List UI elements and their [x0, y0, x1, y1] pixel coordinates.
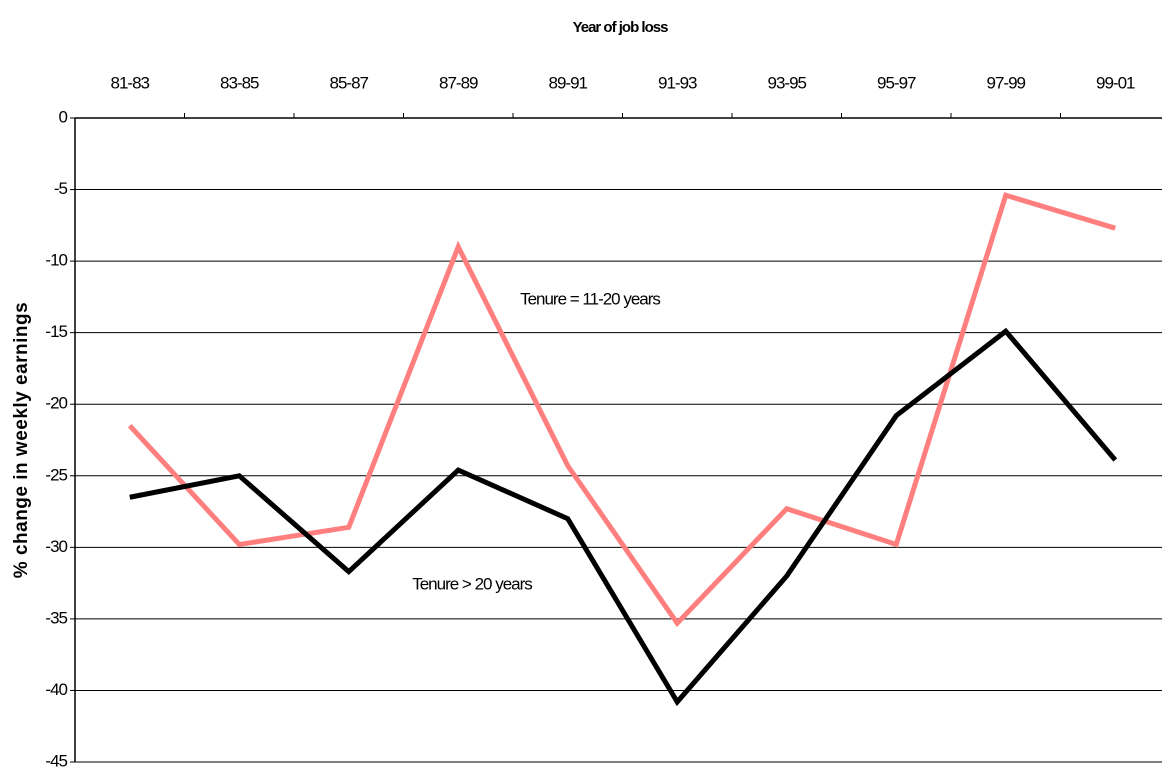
- y-tick-label: -45: [45, 751, 67, 769]
- y-tick-label: -25: [45, 465, 67, 484]
- y-tick-label: 0: [59, 107, 68, 126]
- y-tick-label: -30: [45, 537, 67, 556]
- series-label: Tenure = 11-20 years: [520, 289, 660, 308]
- x-tick-label: 99-01: [1096, 73, 1135, 92]
- y-axis-title: % change in weekly earnings: [11, 302, 32, 578]
- y-tick-label: -5: [54, 179, 68, 198]
- x-tick-label: 81-83: [111, 73, 150, 92]
- x-tick-label: 85-87: [330, 73, 369, 92]
- y-tick-label: -35: [45, 608, 67, 627]
- x-tick-label: 87-89: [439, 73, 478, 92]
- y-tick-label: -20: [45, 394, 67, 413]
- x-tick-label: 97-99: [987, 73, 1026, 92]
- series-line: [127, 192, 1116, 628]
- series-label: Tenure > 20 years: [412, 574, 532, 593]
- x-tick-label: 89-91: [549, 73, 588, 92]
- x-tick-label: 91-93: [658, 73, 697, 92]
- x-tick-label: 93-95: [768, 73, 807, 92]
- y-tick-label: -15: [45, 322, 67, 341]
- y-tick-label: -10: [45, 251, 67, 270]
- series-line: [129, 327, 1118, 707]
- x-tick-label: 83-85: [220, 73, 259, 92]
- y-tick-label: -40: [45, 680, 67, 699]
- x-tick-label: 95-97: [877, 73, 916, 92]
- x-axis-title: Year of job loss: [573, 19, 669, 36]
